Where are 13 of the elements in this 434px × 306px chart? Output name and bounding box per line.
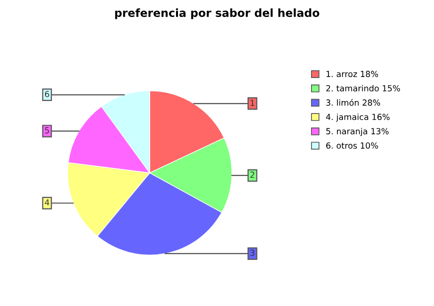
text: 5: [45, 127, 49, 134]
legend-label: 4. jamaica 16%: [326, 114, 390, 122]
text: 4: [44, 199, 50, 206]
text: 3: [250, 250, 254, 256]
legend-label: 6. otros 10%: [326, 142, 378, 149]
text: 1: [250, 100, 254, 106]
text: 2: [250, 172, 254, 178]
text: 6: [44, 90, 50, 98]
legend-label: 2. tamarindo 15%: [326, 84, 400, 92]
chart-title: preferencia por sabor del helado: [115, 8, 320, 20]
legend-label: 3. limón 28%: [326, 98, 380, 106]
legend-label: 5. naranja 13%: [326, 128, 389, 136]
legend-label: 1. arroz 18%: [326, 70, 378, 78]
